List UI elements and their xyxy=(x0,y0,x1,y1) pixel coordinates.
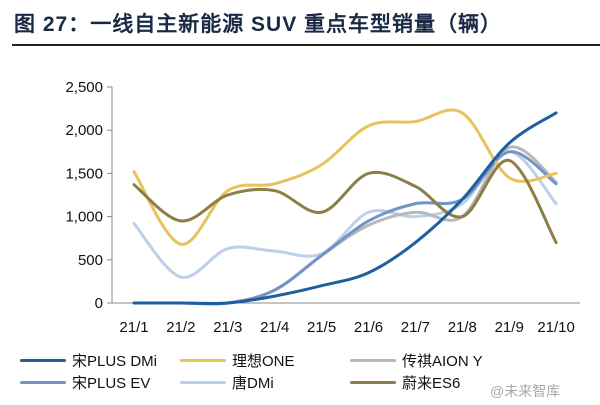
y-tick-label: 500 xyxy=(78,252,103,269)
legend-label: 蔚来ES6 xyxy=(402,375,461,392)
x-tick-label: 21/7 xyxy=(401,319,430,336)
x-tick-label: 21/1 xyxy=(119,319,148,336)
legend-swatch xyxy=(350,381,396,384)
legend-label: 唐DMi xyxy=(232,375,274,392)
y-tick-label: 0 xyxy=(95,295,103,312)
x-tick-label: 21/6 xyxy=(354,319,383,336)
series-line-0 xyxy=(132,111,558,306)
x-tick-label: 21/9 xyxy=(495,319,524,336)
x-tick-label: 21/3 xyxy=(213,319,242,336)
legend-label: 传祺AION Y xyxy=(402,353,483,370)
x-tick-label: 21/10 xyxy=(537,319,575,336)
legend-label: 理想ONE xyxy=(232,353,295,370)
legend-item: 宋PLUS DMi xyxy=(20,350,157,371)
legend-item: 宋PLUS EV xyxy=(20,372,150,393)
legend-swatch xyxy=(180,359,226,362)
legend-item: 传祺AION Y xyxy=(350,350,483,371)
y-tick-label: 2,500 xyxy=(65,79,103,96)
legend-label: 宋PLUS DMi xyxy=(72,353,158,370)
x-tick-label: 21/4 xyxy=(260,319,289,336)
legend-item: 唐DMi xyxy=(180,372,274,393)
chart-title: 图 27：一线自主新能源 SUV 重点车型销量（辆） xyxy=(14,13,503,36)
series-line-5 xyxy=(132,158,558,245)
y-tick-label: 1,000 xyxy=(65,209,103,226)
legend-swatch xyxy=(350,359,396,362)
watermark: @未来智库 xyxy=(490,383,561,399)
legend-label: 宋PLUS EV xyxy=(72,375,151,392)
y-tick-label: 1,500 xyxy=(65,165,103,182)
legend-item: 理想ONE xyxy=(180,350,295,371)
x-tick-label: 21/2 xyxy=(166,319,195,336)
legend-swatch xyxy=(20,359,66,362)
x-tick-label: 21/5 xyxy=(307,319,336,336)
legend-swatch xyxy=(180,381,226,384)
title-divider xyxy=(12,44,600,46)
x-tick-label: 21/8 xyxy=(448,319,477,336)
series-line-1 xyxy=(132,108,558,246)
line-chart: 0 500 1,000 1,500 2,000 2,500 21/1 21/2 21/3 21/4… xyxy=(65,79,580,336)
y-tick-label: 2,000 xyxy=(65,122,103,139)
legend-swatch xyxy=(20,381,66,384)
legend-item: 蔚来ES6 xyxy=(350,372,460,393)
